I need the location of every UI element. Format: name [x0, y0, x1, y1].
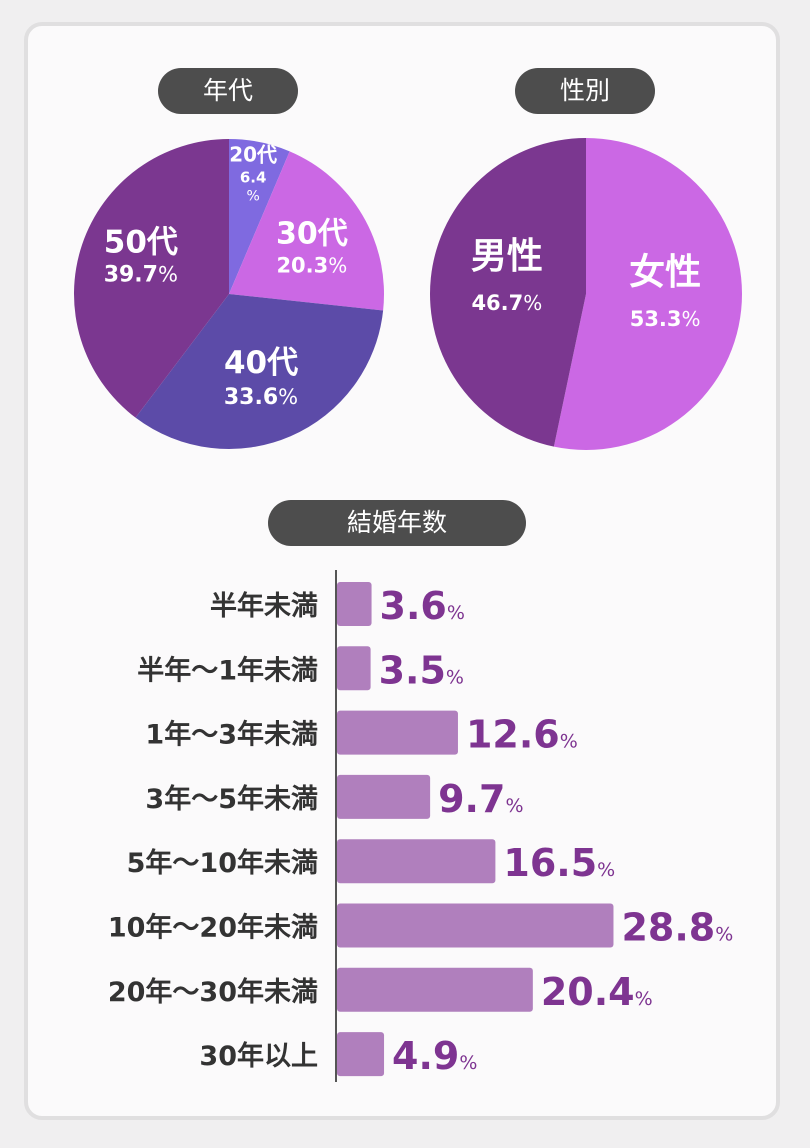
bar-3	[337, 774, 431, 819]
bar-unit-0: %	[447, 602, 465, 624]
age-title-pill: 年代	[158, 68, 298, 114]
bar-unit-2: %	[560, 731, 578, 753]
age-pie-label-0: 20代	[229, 143, 277, 167]
age-pie-slice-2	[135, 294, 384, 449]
age-pie-slice-3	[73, 139, 229, 418]
bar-unit-1: %	[446, 666, 464, 688]
bar-5	[337, 903, 614, 948]
years-title-pill: 結婚年数	[268, 500, 526, 546]
bar-1	[337, 646, 371, 691]
gender-pie-value-1: 46.7%	[471, 291, 542, 315]
bar-unit-6: %	[635, 988, 653, 1010]
bar-unit-4: %	[597, 859, 615, 881]
age-pie-value-0: 6.4	[240, 169, 267, 187]
bar-4	[337, 839, 496, 884]
age-pie-value-1: 20.3%	[276, 253, 347, 277]
age-pie-slice-0	[229, 139, 290, 294]
bar-unit-5: %	[715, 924, 733, 946]
gender-title-pill: 性別	[515, 68, 655, 114]
gender-pie-unit-0: %	[682, 307, 701, 331]
bar-value-0: 3.6%	[380, 584, 465, 628]
bar-category-7: 30年以上	[199, 1040, 318, 1072]
bar-category-1: 半年〜1年未満	[137, 654, 318, 686]
bar-category-0: 半年未満	[210, 590, 318, 622]
gender-pie-slice-0	[553, 138, 743, 450]
bar-category-6: 20年〜30年未満	[108, 976, 318, 1008]
gender-pie-slice-1	[430, 138, 586, 447]
bar-unit-7: %	[459, 1052, 477, 1074]
age-pie-value-2: 33.6%	[224, 385, 298, 410]
age-pie-unit-1: %	[328, 253, 347, 277]
bar-6	[337, 967, 533, 1012]
age-pie-label-1: 30代	[276, 216, 348, 251]
age-pie-value-3: 39.7%	[104, 262, 178, 287]
age-pie-slice-1	[229, 151, 384, 311]
bar-value-7: 4.9%	[392, 1034, 477, 1078]
gender-pie-unit-1: %	[523, 291, 542, 315]
bar-value-2: 12.6%	[466, 713, 578, 757]
age-pie-label-2: 40代	[224, 345, 298, 381]
age-pie-unit-2: %	[278, 385, 298, 409]
bar-7	[337, 1032, 385, 1077]
bar-value-6: 20.4%	[541, 970, 653, 1014]
bar-2	[337, 710, 458, 755]
bar-category-2: 1年〜3年未満	[145, 719, 318, 751]
bar-category-5: 10年〜20年未満	[108, 912, 318, 944]
gender-pie-label-0: 女性	[629, 252, 701, 293]
bar-value-5: 28.8%	[621, 906, 733, 950]
bar-value-3: 9.7%	[438, 777, 523, 821]
bar-category-4: 5年〜10年未満	[127, 847, 318, 879]
gender-pie-value-0: 53.3%	[630, 307, 701, 331]
bar-category-3: 3年〜5年未満	[145, 783, 318, 815]
bar-unit-3: %	[505, 795, 523, 817]
age-pie-unit-3: %	[158, 262, 178, 286]
gender-pie-label-1: 男性	[471, 236, 543, 277]
age-pie-label-3: 50代	[104, 224, 178, 260]
bar-value-1: 3.5%	[379, 648, 464, 692]
age-pie-unit-0: %	[246, 189, 259, 205]
bar-value-4: 16.5%	[503, 841, 615, 885]
bar-0	[337, 582, 372, 626]
